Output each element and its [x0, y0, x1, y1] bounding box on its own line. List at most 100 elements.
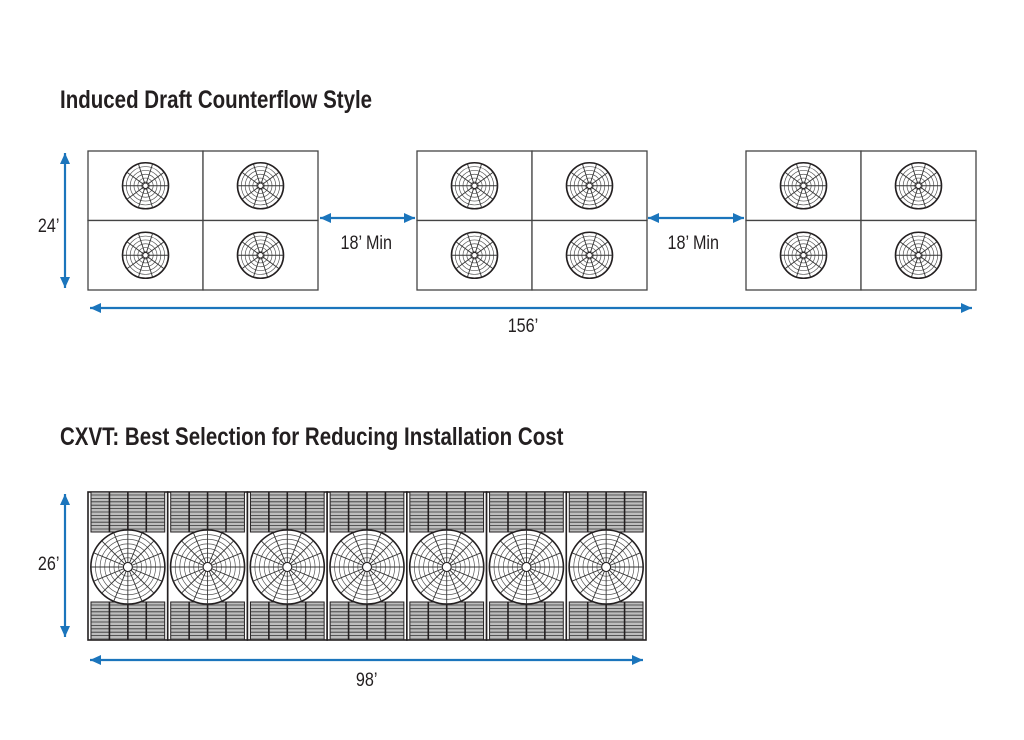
- fan-spoke: [241, 241, 261, 256]
- fan-spoke: [474, 241, 494, 256]
- fan-spoke: [581, 233, 590, 256]
- arrow-head: [60, 277, 70, 288]
- fan-spoke: [899, 241, 919, 256]
- fan-spoke: [340, 566, 368, 594]
- tower-cell: [745, 150, 862, 222]
- fan-hub: [800, 251, 807, 259]
- fan-hub: [257, 251, 264, 259]
- fan-spoke: [918, 171, 938, 187]
- fan-spoke: [207, 552, 242, 568]
- fan-spoke: [241, 171, 261, 187]
- fan-spoke: [145, 254, 165, 270]
- fan-spoke: [589, 241, 609, 256]
- fan-icon: [894, 161, 943, 210]
- fan-spoke: [910, 255, 919, 278]
- fan-spoke: [803, 185, 823, 200]
- fan-spoke: [910, 185, 919, 208]
- cxvt-unit-7: [565, 491, 647, 641]
- fan-spoke: [455, 171, 475, 187]
- fan-spoke: [918, 233, 927, 256]
- coil-section: [90, 601, 166, 641]
- fan-spoke: [795, 255, 804, 278]
- fan-spoke: [784, 241, 804, 256]
- fan-spoke: [260, 233, 269, 256]
- coil-section: [489, 491, 564, 533]
- gap-arrow-2: [648, 213, 744, 223]
- arrow-head: [733, 213, 744, 223]
- fan-spoke: [127, 540, 155, 568]
- fan-spoke: [918, 185, 938, 200]
- fan-spoke: [466, 255, 475, 278]
- fan-hub: [471, 182, 478, 190]
- fan-spoke: [571, 552, 607, 568]
- fan-spoke: [803, 163, 812, 186]
- cxvt-unit-3: [246, 491, 328, 641]
- fan-spoke: [570, 185, 590, 200]
- fan-icon: [236, 161, 285, 210]
- section2-height-label: 26’: [37, 554, 60, 575]
- arrow-head: [60, 153, 70, 164]
- fan-spoke: [605, 540, 633, 568]
- fan-spoke: [126, 185, 146, 200]
- arrow-head: [60, 626, 70, 637]
- tower-cell: [87, 219, 204, 291]
- fan-spoke: [918, 185, 927, 208]
- fan-spoke: [260, 185, 269, 208]
- fan-spoke: [571, 566, 607, 582]
- fan-spoke: [113, 566, 129, 602]
- fan-spoke: [526, 532, 542, 568]
- height-arrow-24: [60, 153, 70, 288]
- fan-spoke: [605, 532, 621, 568]
- arrow-head: [961, 303, 972, 313]
- fan-spoke: [474, 163, 483, 186]
- fan-spoke: [126, 171, 146, 187]
- fan-spoke: [137, 255, 146, 278]
- fan-spoke: [899, 171, 919, 187]
- fan-spoke: [466, 185, 475, 208]
- arrow-head: [632, 655, 643, 665]
- fan-spoke: [207, 532, 223, 568]
- fan-spoke: [286, 532, 302, 568]
- fan-hub: [122, 562, 133, 572]
- fan-spoke: [526, 540, 553, 568]
- coil-section: [489, 601, 564, 641]
- fan-spoke: [581, 185, 590, 208]
- fan-hub: [257, 182, 264, 190]
- fan-spoke: [181, 566, 208, 594]
- coil-section: [409, 601, 485, 641]
- fan-spoke: [127, 552, 163, 568]
- fan-icon: [408, 529, 485, 605]
- fan-spoke: [446, 532, 462, 568]
- cxvt-unit-6: [485, 491, 568, 641]
- fan-spoke: [474, 185, 494, 200]
- fan-spoke: [589, 233, 598, 256]
- fan-hub: [915, 251, 922, 259]
- fan-spoke: [113, 532, 129, 568]
- fan-spoke: [145, 163, 154, 186]
- fan-spoke: [526, 566, 542, 602]
- fan-spoke: [918, 255, 927, 278]
- fan-spoke: [93, 552, 129, 568]
- fan-spoke: [145, 255, 154, 278]
- fan-spoke: [918, 163, 927, 186]
- fan-hub: [915, 182, 922, 190]
- section2-width-label: 98’: [355, 670, 378, 691]
- fan-spoke: [260, 254, 280, 270]
- fan-icon: [450, 161, 499, 210]
- fan-spoke: [286, 566, 314, 594]
- fan-spoke: [918, 254, 938, 270]
- fan-spoke: [511, 532, 527, 568]
- fan-spoke: [910, 233, 919, 256]
- fan-spoke: [511, 566, 527, 602]
- fan-spoke: [455, 241, 475, 256]
- fan-spoke: [474, 254, 494, 270]
- fan-spoke: [795, 163, 804, 186]
- height-arrow-26: [60, 494, 70, 637]
- fan-spoke: [784, 185, 804, 200]
- fan-spoke: [366, 566, 394, 594]
- fan-spoke: [803, 241, 823, 256]
- fan-spoke: [466, 233, 475, 256]
- fan-spoke: [446, 566, 462, 602]
- fan-spoke: [432, 566, 448, 602]
